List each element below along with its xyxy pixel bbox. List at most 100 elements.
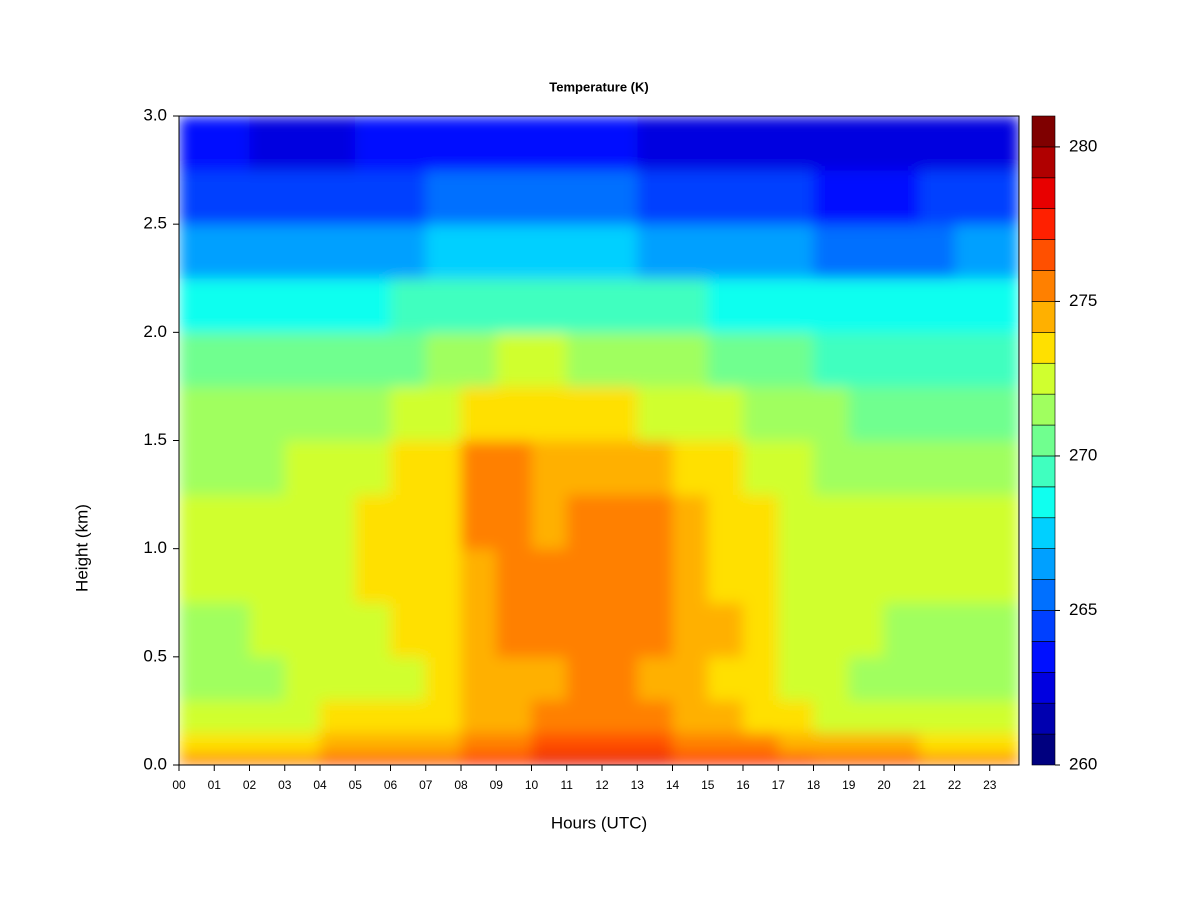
cell (214, 332, 250, 387)
cell (566, 548, 603, 604)
x-tick-label: 20 (877, 778, 891, 792)
cell (601, 440, 638, 496)
cell (813, 602, 850, 658)
cell (778, 494, 814, 550)
cell (707, 116, 744, 171)
cell (319, 602, 356, 658)
cell (249, 700, 286, 734)
cell (390, 116, 427, 171)
cell (390, 278, 427, 333)
cell (637, 332, 673, 387)
cell (425, 732, 462, 755)
cell (284, 170, 321, 225)
cell (390, 732, 427, 755)
cell (637, 754, 673, 765)
cell (566, 602, 603, 658)
y-tick-label: 1.0 (143, 538, 167, 557)
cell (637, 548, 673, 604)
cell (742, 116, 779, 171)
cell (954, 116, 991, 171)
cell (179, 700, 215, 734)
cell (249, 494, 286, 550)
cell (954, 656, 991, 701)
cell (919, 170, 955, 225)
cell (425, 116, 462, 171)
cell (954, 278, 991, 333)
cell (531, 754, 568, 765)
cell (989, 602, 1019, 658)
x-tick-label: 09 (490, 778, 504, 792)
cell (989, 656, 1019, 701)
colorbar-band (1031, 455, 1056, 488)
cell (179, 116, 215, 171)
cell (672, 170, 709, 225)
cell (919, 602, 955, 658)
cell (355, 116, 391, 171)
cell (566, 656, 603, 701)
cell (813, 170, 850, 225)
cell (672, 386, 709, 441)
cell (742, 754, 779, 765)
cell (214, 548, 250, 604)
cell (742, 170, 779, 225)
cell (319, 224, 356, 279)
cell (531, 602, 568, 658)
cell (954, 548, 991, 604)
cell (742, 278, 779, 333)
cell (601, 332, 638, 387)
cell (355, 278, 391, 333)
cell (319, 548, 356, 604)
x-tick-label: 18 (807, 778, 821, 792)
y-tick-label: 1.5 (143, 430, 167, 449)
cell (707, 548, 744, 604)
cell (284, 440, 321, 496)
cell (355, 700, 391, 734)
x-tick-label: 22 (948, 778, 962, 792)
cell (848, 170, 885, 225)
cell (883, 278, 920, 333)
colorbar-tick-label: 275 (1069, 291, 1097, 310)
cell (214, 494, 250, 550)
cell (954, 494, 991, 550)
cell (742, 440, 779, 496)
cell (531, 700, 568, 734)
cell (707, 732, 744, 755)
cell (707, 700, 744, 734)
cell (496, 386, 532, 441)
cell (284, 494, 321, 550)
cell (179, 754, 215, 765)
cell (355, 332, 391, 387)
colorbar-tick-label: 270 (1069, 445, 1097, 464)
cell (179, 656, 215, 701)
cell (919, 278, 955, 333)
cell (919, 494, 955, 550)
y-tick-label: 0.5 (143, 646, 167, 665)
colorbar-band (1031, 270, 1056, 302)
cell (919, 440, 955, 496)
cell (425, 224, 462, 279)
cell (989, 700, 1019, 734)
cell (637, 278, 673, 333)
cell (496, 116, 532, 171)
cell (284, 656, 321, 701)
cell (707, 170, 744, 225)
cell (919, 754, 955, 765)
cell (813, 440, 850, 496)
cell (989, 116, 1019, 171)
cell (214, 386, 250, 441)
cell (460, 700, 497, 734)
cell (813, 656, 850, 701)
cell (813, 332, 850, 387)
cell (883, 602, 920, 658)
cell (813, 732, 850, 755)
cell (249, 732, 286, 755)
cell (460, 278, 497, 333)
cell (319, 386, 356, 441)
cell (355, 754, 391, 765)
cell (179, 732, 215, 755)
cell (214, 656, 250, 701)
cell (707, 754, 744, 765)
colorbar-band (1031, 517, 1056, 549)
cell (425, 754, 462, 765)
